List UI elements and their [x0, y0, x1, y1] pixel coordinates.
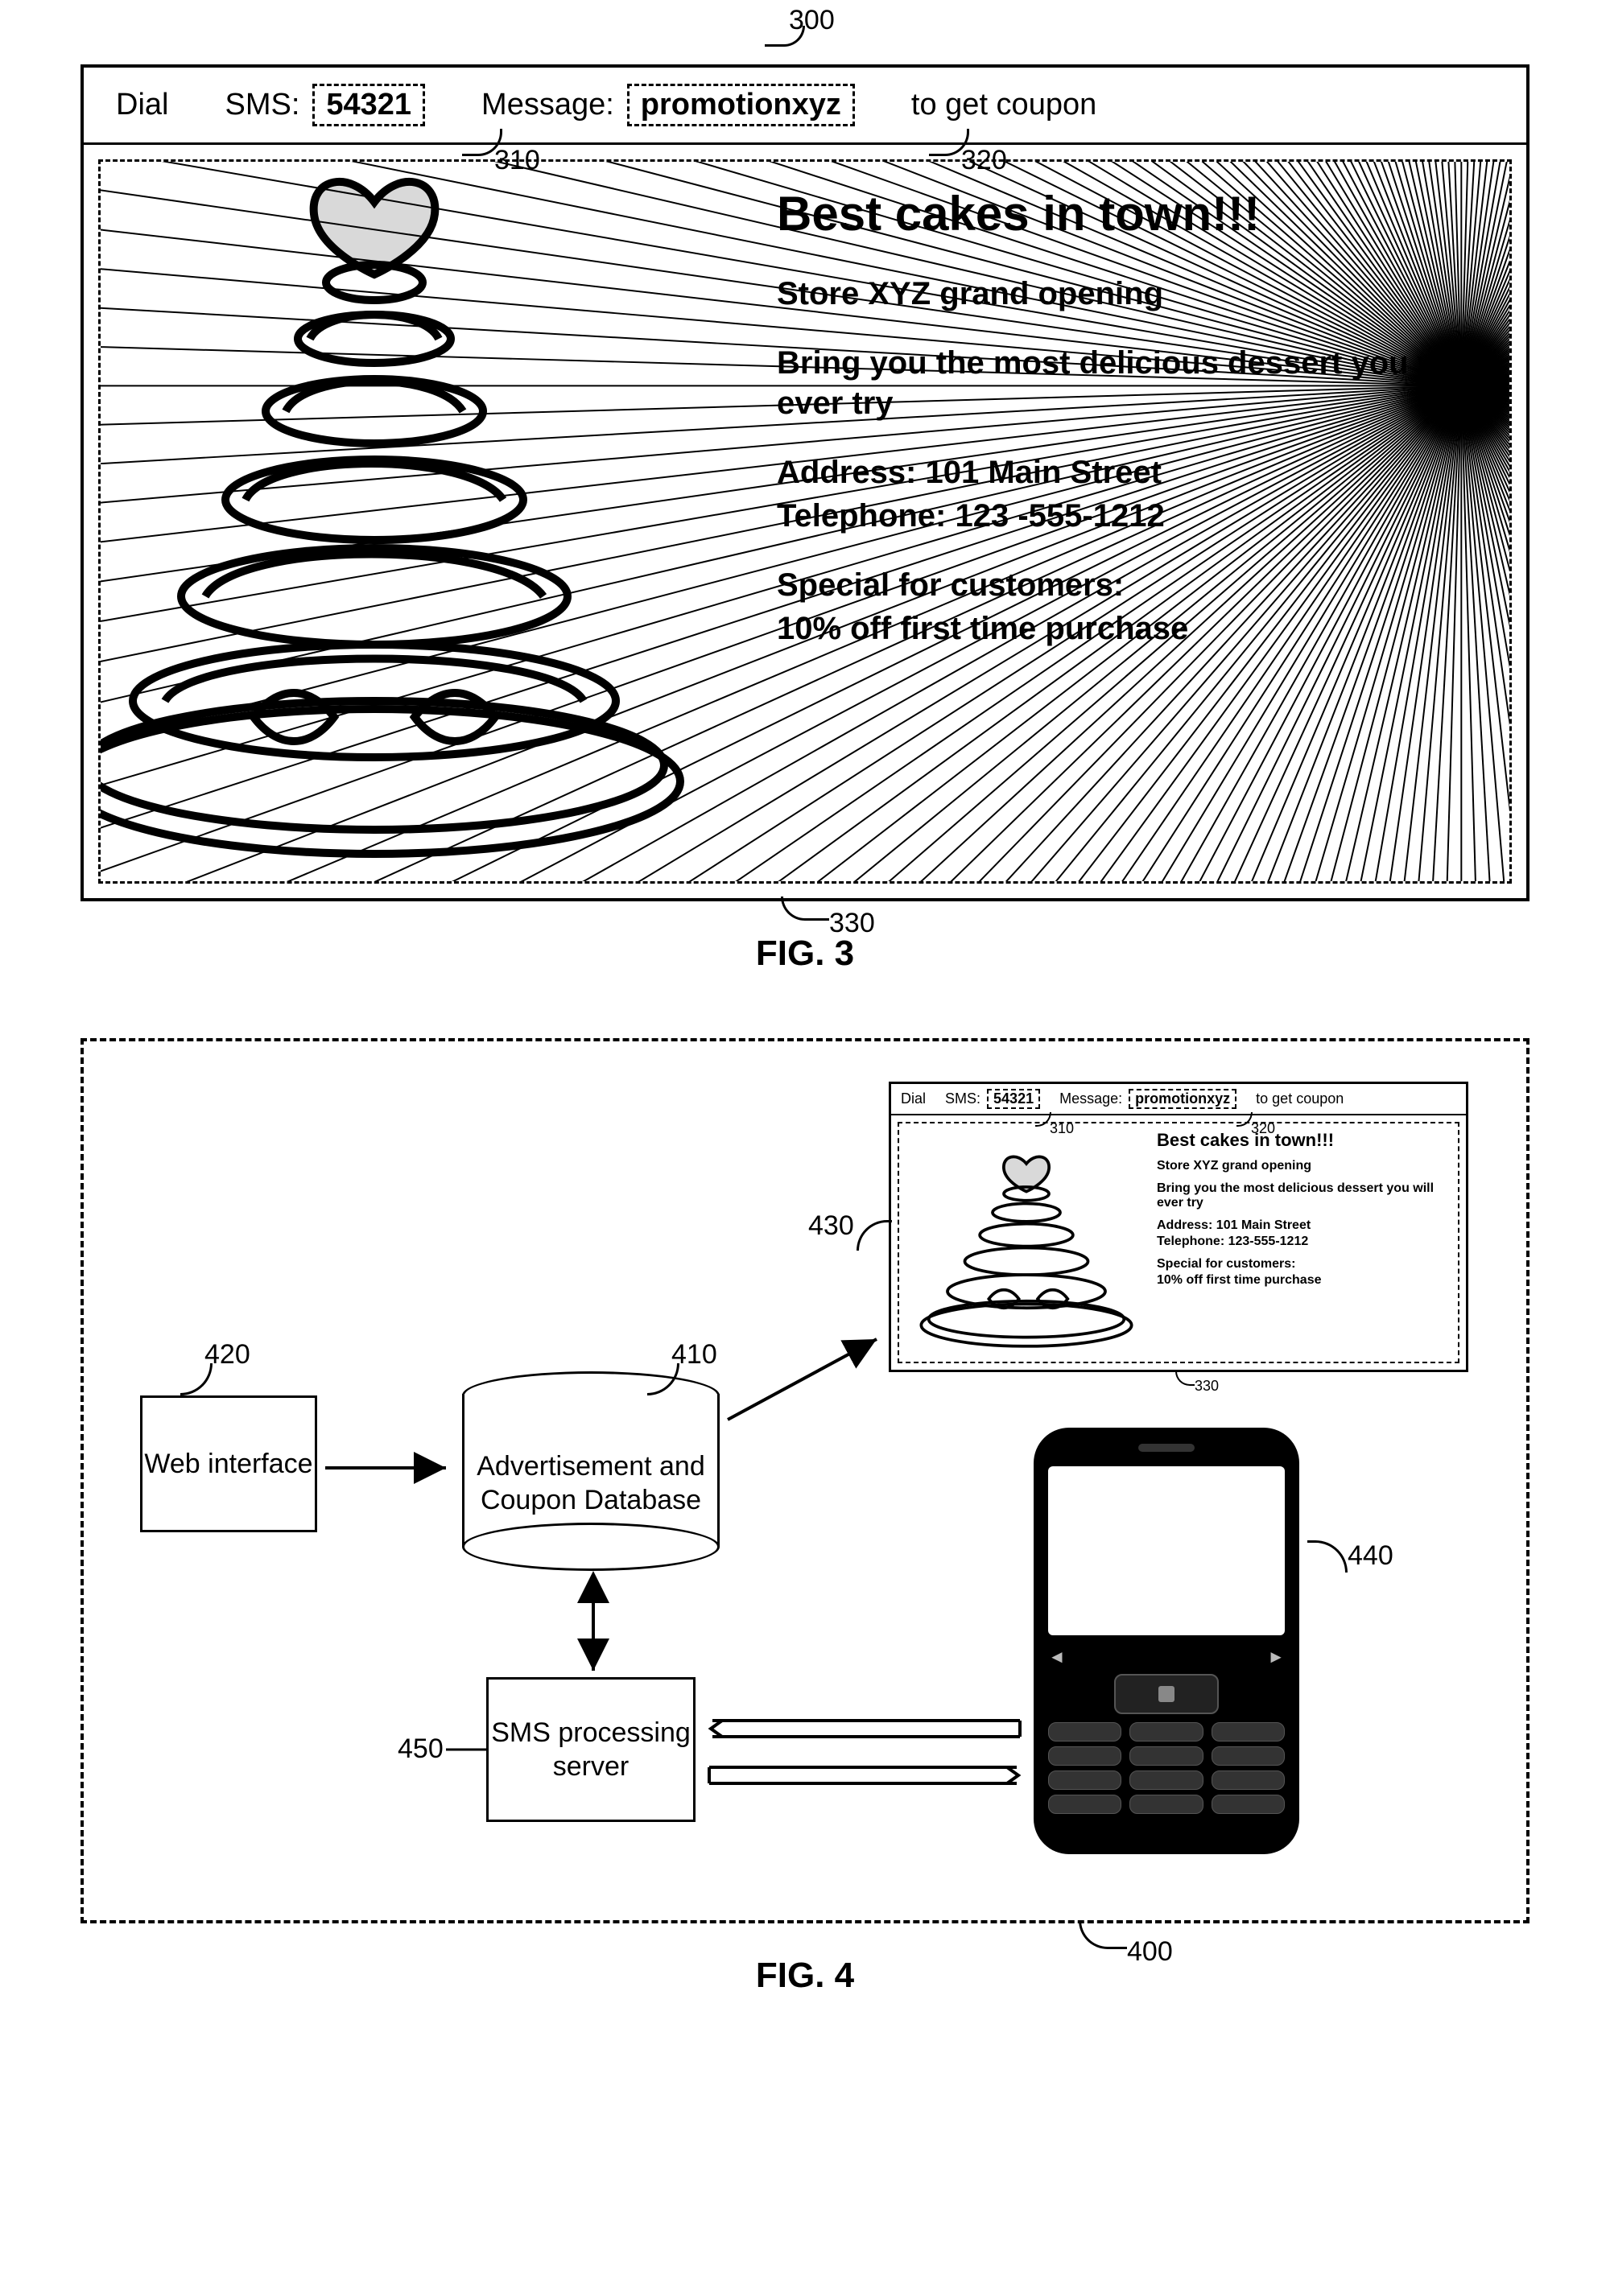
- leader-420: [180, 1363, 213, 1395]
- database-cylinder: Advertisement and Coupon Database: [462, 1371, 720, 1571]
- web-interface-label: Web interface: [144, 1447, 312, 1482]
- mini-s1: Special for customers:: [1157, 1257, 1441, 1272]
- cake-illustration: [98, 159, 729, 884]
- arrow-phone-to-sms: [708, 1717, 1022, 1742]
- mini-ad: Dial SMS: 54321 Message: promotionxyz to…: [889, 1082, 1468, 1372]
- fig3-header: Dial SMS: 54321 Message: promotionxyz to…: [84, 68, 1526, 145]
- mini-s2: 10% off first time purchase: [1157, 1273, 1441, 1288]
- ad-special-2: 10% off first time purchase: [777, 608, 1481, 649]
- ref-mini-310: 310: [1050, 1120, 1074, 1137]
- phone-screen: [1048, 1466, 1285, 1635]
- leader-400: [1079, 1920, 1127, 1949]
- mini-dial: Dial: [901, 1090, 926, 1107]
- ref-mini-320: 320: [1251, 1120, 1275, 1137]
- fig4-frame: Web interface 420 Advertisement and Coup…: [80, 1038, 1530, 1923]
- mini-tail: to get coupon: [1256, 1090, 1344, 1107]
- mini-addr: Address: 101 Main Street: [1157, 1218, 1441, 1233]
- ref-430: 430: [808, 1210, 854, 1242]
- mini-ad-body: Best cakes in town!!! Store XYZ grand op…: [898, 1122, 1459, 1363]
- phone-keypad: [1048, 1722, 1285, 1814]
- ad-special-1: Special for customers:: [777, 565, 1481, 605]
- sms-label: SMS:: [225, 88, 299, 122]
- dial-label: Dial: [116, 88, 168, 122]
- fig3-caption: FIG. 3: [48, 934, 1562, 974]
- mini-l1: Store XYZ grand opening: [1157, 1159, 1441, 1173]
- leader-300: [765, 26, 805, 47]
- arrow-web-db: [325, 1460, 454, 1476]
- ad-address: Address: 101 Main Street: [777, 452, 1481, 493]
- leader-440: [1307, 1540, 1348, 1573]
- leader-m330: [1175, 1371, 1195, 1386]
- ref-400: 400: [1127, 1936, 1173, 1968]
- mini-cake-icon: [906, 1130, 1147, 1355]
- mini-msg-label: Message:: [1059, 1090, 1122, 1107]
- ref-320: 320: [961, 145, 1007, 176]
- sms-value-box: 54321: [312, 84, 425, 126]
- mini-sms-value: 54321: [987, 1089, 1040, 1109]
- ad-line-1: Store XYZ grand opening: [777, 274, 1481, 314]
- tail-label: to get coupon: [911, 88, 1096, 122]
- mini-l2: Bring you the most delicious dessert you…: [1157, 1181, 1441, 1210]
- mini-title: Best cakes in town!!!: [1157, 1130, 1441, 1151]
- database-label: Advertisement and Coupon Database: [464, 1449, 717, 1518]
- message-label: Message:: [481, 88, 614, 122]
- ad-text-block: Best cakes in town!!! Store XYZ grand op…: [777, 186, 1481, 678]
- ad-line-2: Bring you the most delicious dessert you…: [777, 343, 1481, 423]
- ad-telephone: Telephone: 123 -555-1212: [777, 496, 1481, 536]
- sms-server-box: SMS processing server: [486, 1677, 696, 1822]
- ad-title: Best cakes in town!!!: [777, 186, 1481, 241]
- phone-softkeys: ◄►: [1048, 1647, 1285, 1667]
- arrow-sms-to-phone: [708, 1764, 1022, 1788]
- ref-440: 440: [1348, 1540, 1393, 1572]
- sms-server-label: SMS processing server: [489, 1716, 693, 1784]
- fig3-ad-body: Best cakes in town!!! Store XYZ grand op…: [98, 159, 1512, 884]
- ref-330: 330: [829, 908, 875, 939]
- fig3-frame: Dial SMS: 54321 Message: promotionxyz to…: [80, 64, 1530, 901]
- mini-tel: Telephone: 123-555-1212: [1157, 1235, 1441, 1249]
- mini-ad-header: Dial SMS: 54321 Message: promotionxyz to…: [891, 1084, 1466, 1115]
- arrow-db-ad: [728, 1331, 889, 1428]
- leader-330: [781, 897, 829, 921]
- mini-ad-text: Best cakes in town!!! Store XYZ grand op…: [1157, 1130, 1441, 1355]
- arrow-db-sms: [581, 1573, 605, 1677]
- mini-msg-value: promotionxyz: [1129, 1089, 1236, 1109]
- mobile-phone: ◄►: [1034, 1428, 1299, 1854]
- web-interface-box: Web interface: [140, 1395, 317, 1532]
- fig4-caption: FIG. 4: [48, 1956, 1562, 1996]
- phone-dpad: [1114, 1674, 1219, 1714]
- ref-mini-330: 330: [1195, 1378, 1219, 1395]
- mini-sms-label: SMS:: [945, 1090, 980, 1107]
- ref-310: 310: [494, 145, 540, 176]
- message-value-box: promotionxyz: [627, 84, 855, 126]
- ref-450: 450: [398, 1733, 444, 1765]
- leader-430: [857, 1220, 892, 1251]
- leader-450: [446, 1748, 486, 1751]
